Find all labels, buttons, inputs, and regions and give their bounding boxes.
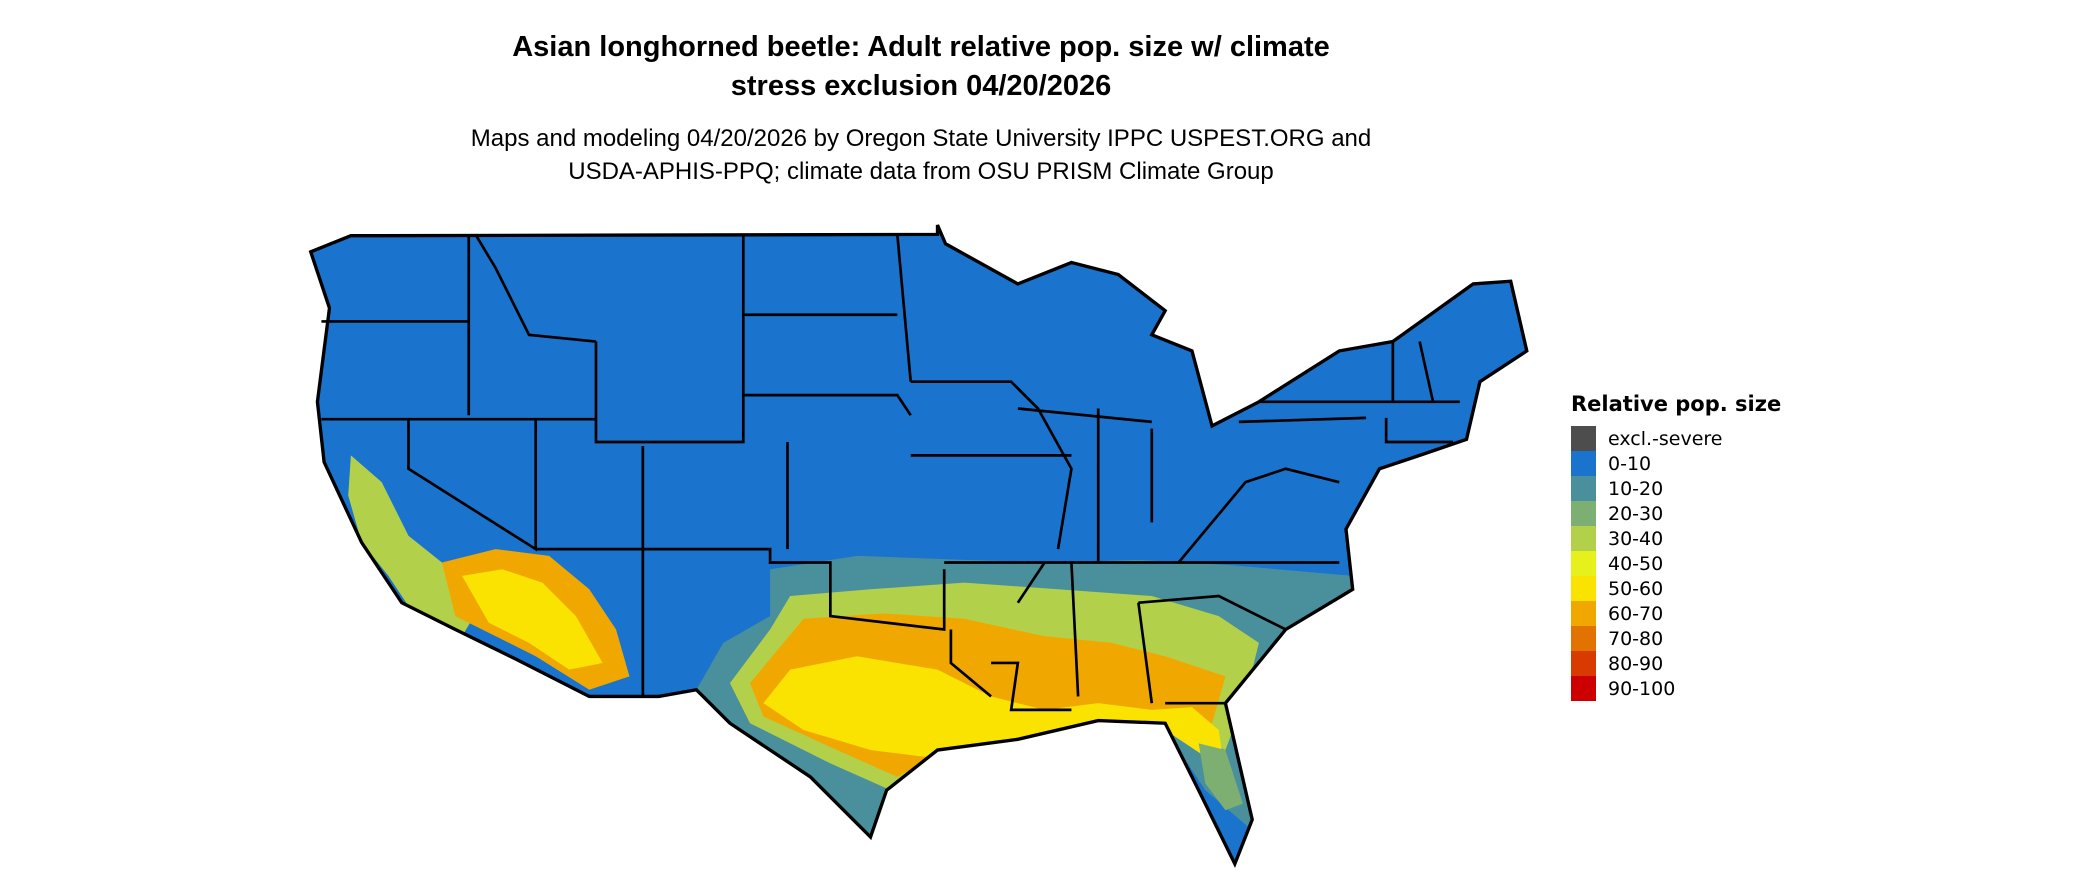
legend-swatch <box>1571 651 1596 676</box>
legend-item: 80-90 <box>1571 651 1781 676</box>
legend-item: 0-10 <box>1571 451 1781 476</box>
legend-item: 90-100 <box>1571 676 1781 701</box>
zone-50-60 <box>763 656 1226 777</box>
legend-title: Relative pop. size <box>1571 392 1782 416</box>
map-subtitle-line1: Maps and modeling 04/20/2026 by Oregon S… <box>470 125 1372 152</box>
legend-item: 30-40 <box>1571 526 1781 551</box>
legend-label: 0-10 <box>1608 452 1652 475</box>
legend-label: 80-90 <box>1608 652 1664 675</box>
legend-swatch <box>1571 676 1596 701</box>
zone-fl-20-30 <box>1198 743 1243 811</box>
legend-swatch <box>1571 551 1596 576</box>
map-title-line2: stress exclusion 04/20/2026 <box>730 70 1112 102</box>
legend-label: 20-30 <box>1608 502 1664 525</box>
zone-sw-50-60 <box>462 569 603 670</box>
legend-label: 60-70 <box>1608 602 1664 625</box>
legend-label: 50-60 <box>1608 577 1664 600</box>
legend-label: 70-80 <box>1608 627 1664 650</box>
legend-swatch <box>1571 626 1596 651</box>
legend-label: 10-20 <box>1608 477 1664 500</box>
legend-item: 60-70 <box>1571 601 1781 626</box>
legend-item: excl.-severe <box>1571 426 1781 451</box>
legend: Relative pop. size excl.-severe 0-10 10-20… <box>1571 392 1781 701</box>
us-outline <box>308 224 1529 869</box>
legend-item: 70-80 <box>1571 626 1781 651</box>
map-title-line1: Asian longhorned beetle: Adult relative … <box>512 31 1330 63</box>
legend-swatch <box>1571 526 1596 551</box>
legend-swatch <box>1571 501 1596 526</box>
legend-swatch <box>1571 451 1596 476</box>
legend-label: excl.-severe <box>1608 427 1723 450</box>
legend-label: 90-100 <box>1608 677 1676 700</box>
legend-item: 20-30 <box>1571 501 1781 526</box>
legend-swatch <box>1571 576 1596 601</box>
legend-item: 50-60 <box>1571 576 1781 601</box>
zone-ca-20-40 <box>348 455 483 637</box>
legend-swatch <box>1571 426 1596 451</box>
state-borders <box>321 233 1460 712</box>
legend-item: 40-50 <box>1571 551 1781 576</box>
legend-label: 40-50 <box>1608 552 1664 575</box>
legend-item: 10-20 <box>1571 476 1781 501</box>
map-subtitle-line2: USDA-APHIS-PPQ; climate data from OSU PR… <box>568 158 1274 185</box>
legend-swatch <box>1571 476 1596 501</box>
legend-label: 30-40 <box>1608 527 1664 550</box>
legend-swatch <box>1571 601 1596 626</box>
